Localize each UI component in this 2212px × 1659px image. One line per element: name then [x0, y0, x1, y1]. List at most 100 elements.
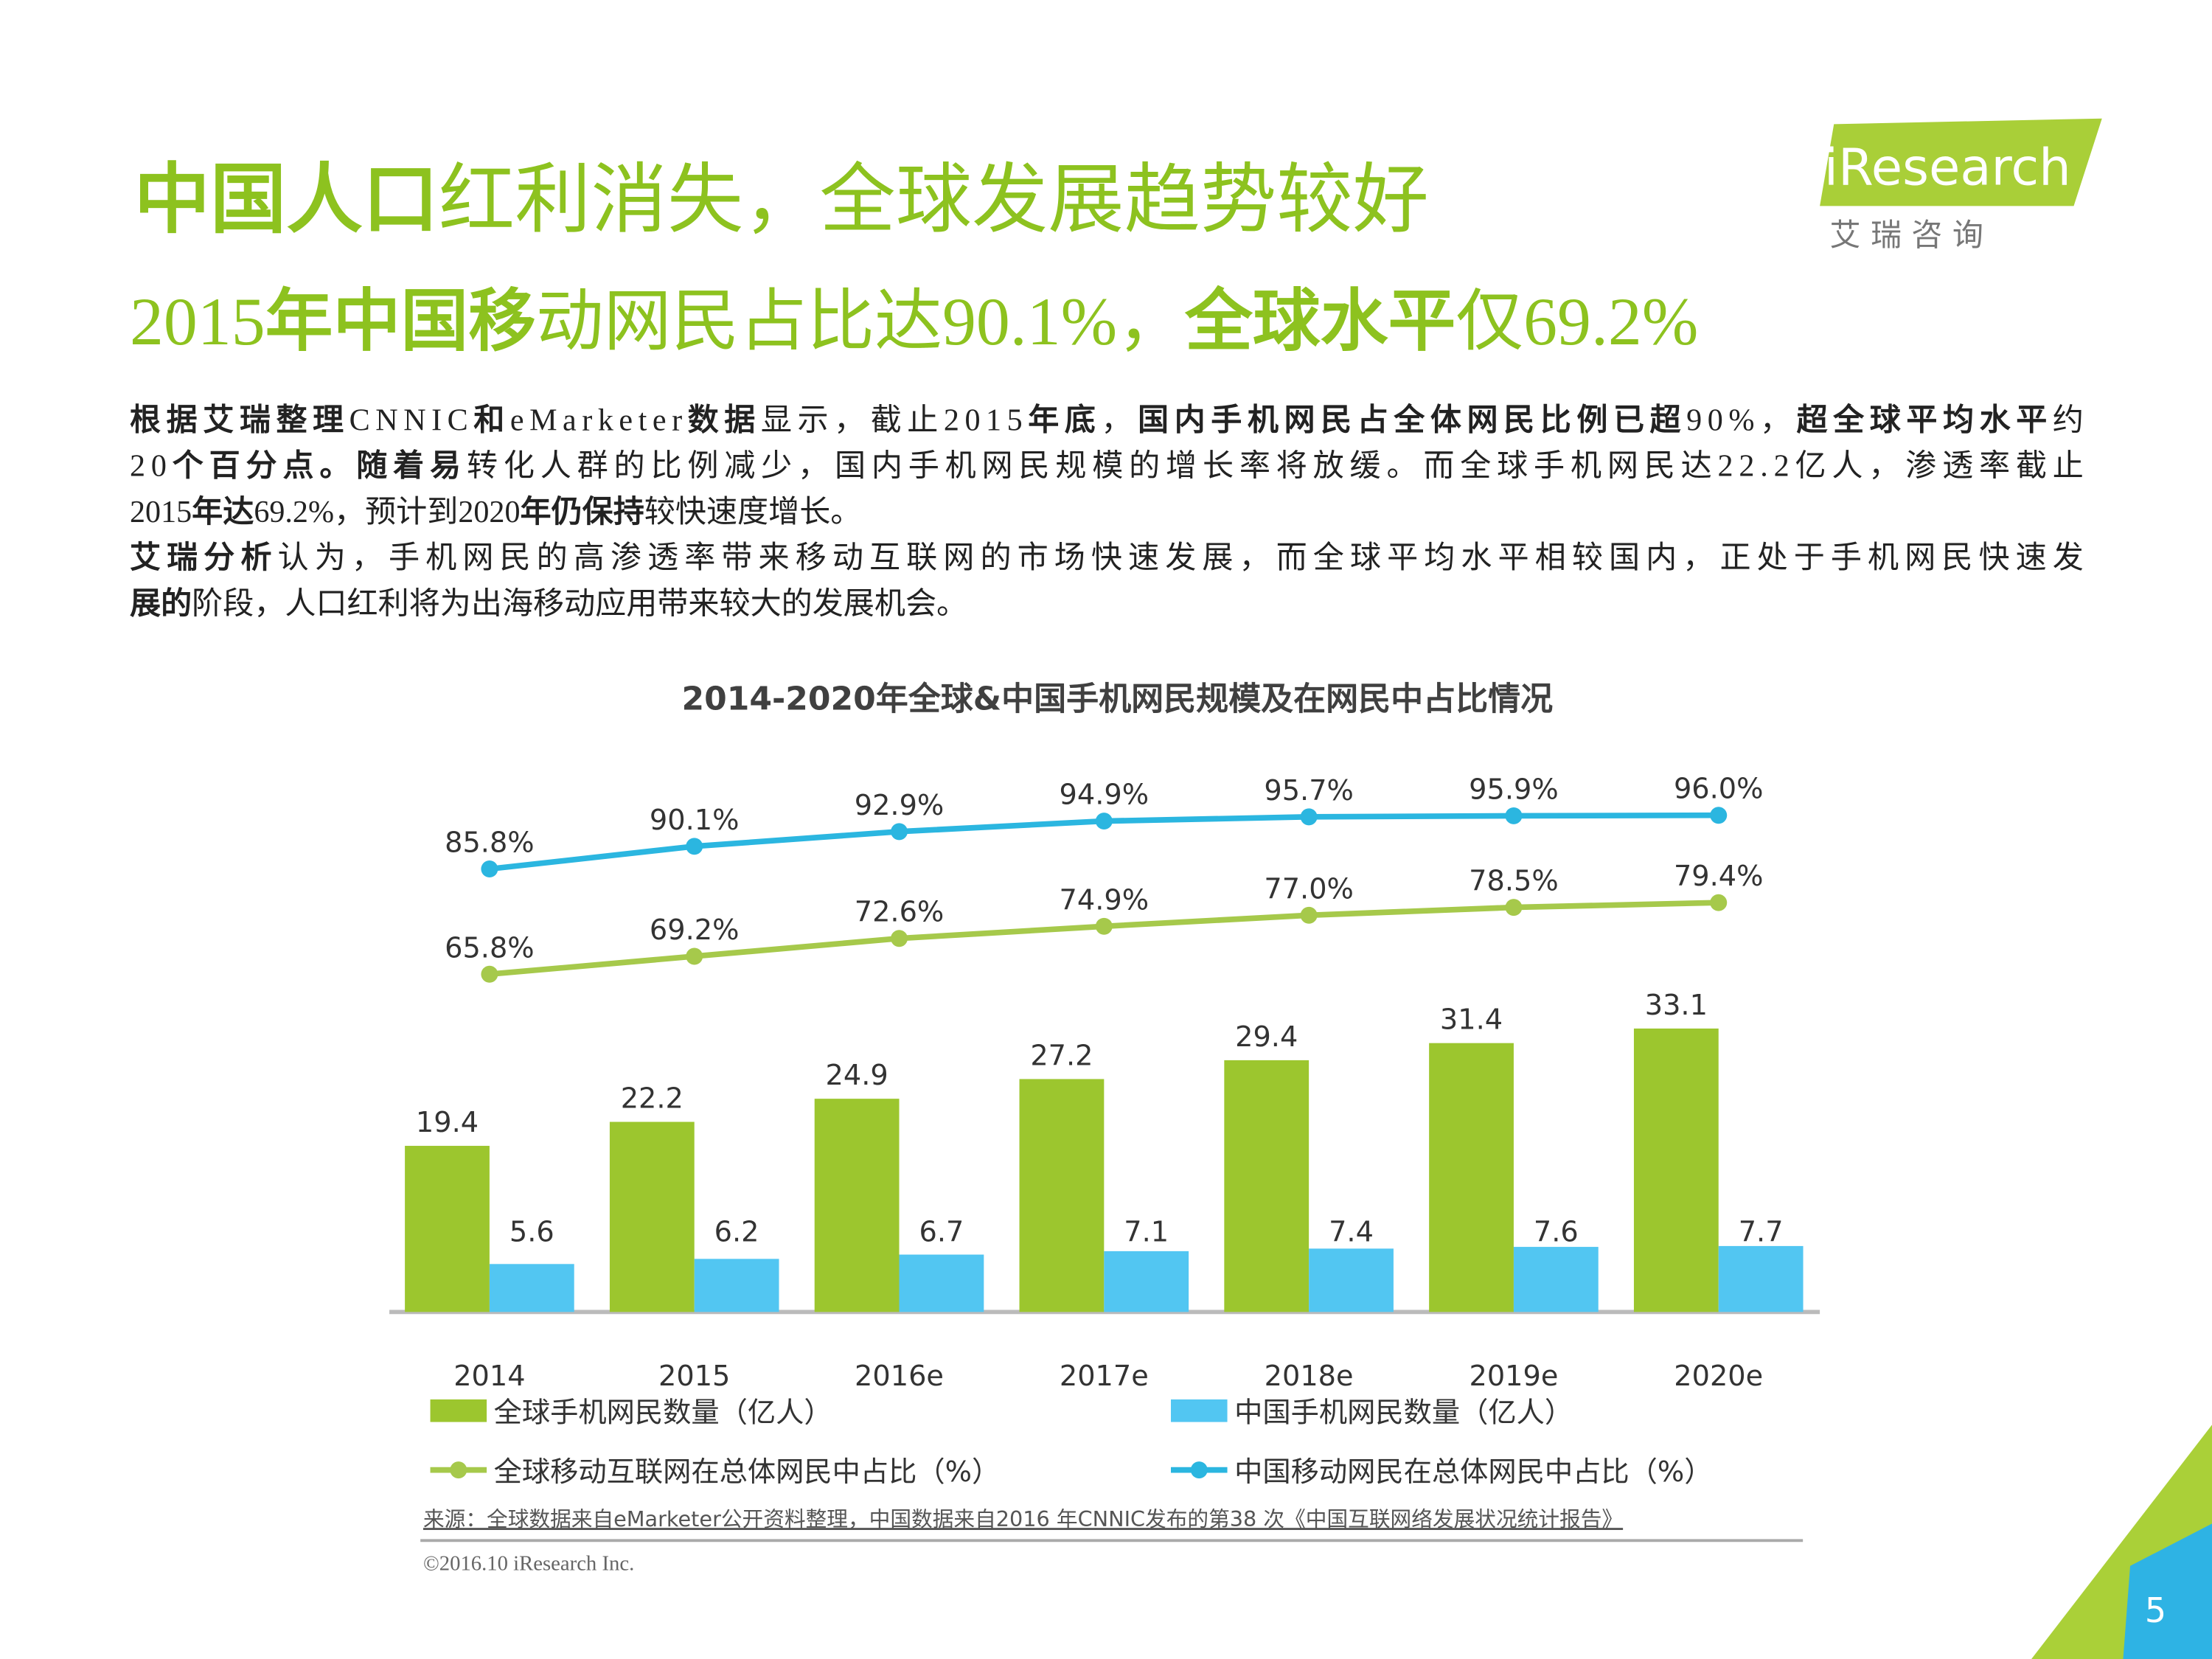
x-tick-label: 2019e: [1469, 1360, 1558, 1393]
data-label: 90.1%: [650, 804, 740, 837]
bar: [1309, 1248, 1394, 1312]
text-run: 2015: [130, 284, 265, 359]
data-label: 85.8%: [445, 827, 535, 860]
legend-label: 中国手机网民数量（亿人）: [1234, 1397, 1573, 1430]
data-label: 7.7: [1739, 1216, 1784, 1249]
legend-label: 中国移动网民在总体网民中占比（%）: [1234, 1455, 1712, 1489]
data-label: 29.4: [1235, 1020, 1298, 1054]
text-run: 阶段，人口红利将为出海移动应用带来较大的发展机会。: [192, 586, 967, 621]
data-label: 6.2: [714, 1216, 759, 1249]
data-label: 33.1: [1645, 989, 1708, 1022]
text-run: 年中国移: [265, 284, 536, 359]
data-label: 95.9%: [1469, 773, 1559, 806]
data-label: 92.9%: [855, 789, 945, 822]
data-label: 6.7: [919, 1216, 964, 1249]
page-number: 5: [2145, 1590, 2166, 1630]
x-tick-label: 2016e: [855, 1360, 944, 1393]
data-label: 95.7%: [1264, 774, 1354, 807]
data-label: 7.4: [1329, 1216, 1374, 1249]
data-label: 7.1: [1124, 1216, 1169, 1249]
line-point: [1300, 906, 1318, 924]
line-point: [1505, 899, 1523, 917]
text-run: ，: [1101, 403, 1132, 438]
text-run: 年达: [192, 495, 254, 529]
data-label: 69.2%: [650, 914, 740, 947]
bar: [1513, 1247, 1599, 1312]
bar: [694, 1259, 779, 1312]
data-label: 24.9: [826, 1059, 888, 1092]
bar: [489, 1264, 574, 1312]
data-label: 79.4%: [1674, 860, 1764, 893]
line-point: [1505, 807, 1523, 824]
data-label: 77.0%: [1264, 872, 1354, 905]
line-point: [481, 965, 498, 983]
bar: [609, 1121, 695, 1312]
data-label: 19.4: [416, 1106, 479, 1139]
logo-badge: [1820, 118, 2102, 206]
text-run: 较快速度增长。: [644, 495, 862, 529]
line-point: [686, 947, 703, 965]
x-tick-label: 2020e: [1674, 1360, 1763, 1393]
body-line: 展的阶段，人口红利将为出海移动应用带来较大的发展机会。: [130, 586, 967, 621]
text-run: 红利消失，全球发展趋势较好: [439, 156, 1429, 244]
text-run: 年仍保持: [521, 495, 644, 529]
line-point: [1095, 917, 1113, 935]
data-label: 78.5%: [1469, 865, 1559, 898]
data-label: 7.6: [1534, 1216, 1579, 1249]
legend-label: 全球移动互联网在总体网民中占比（%）: [494, 1455, 1001, 1489]
data-label: 27.2: [1030, 1039, 1093, 1072]
line-point: [1095, 813, 1113, 830]
line-point: [481, 860, 498, 877]
text-run: 和: [473, 403, 504, 438]
line-point: [891, 823, 908, 841]
legend-dot: [1190, 1461, 1208, 1479]
copyright: ©2016.10 iResearch Inc.: [423, 1551, 634, 1575]
x-tick-label: 2018e: [1265, 1360, 1354, 1393]
body-line: 艾瑞分析 认为，手机网民的高渗透率带来移动互联网的市场快速发展，而全球平均水平相较…: [130, 540, 2084, 575]
bar: [1718, 1245, 1804, 1312]
line-point: [1300, 808, 1318, 826]
line-point: [1710, 894, 1728, 911]
text-run: 认为，手机网民的高渗透率带来移动互联网的市场快速发展，而全球平均水平相较国内，正…: [278, 540, 2084, 575]
title: 中国人口红利消失，全球发展趋势较好: [134, 156, 1429, 244]
text-run: 中国人口: [134, 156, 439, 244]
data-label: 94.9%: [1060, 779, 1150, 812]
bar: [899, 1254, 984, 1312]
bar: [814, 1099, 900, 1312]
text-run: 超全球平均水平: [1797, 403, 2048, 438]
text-run: 动网民占比达90.1%，: [536, 284, 1185, 359]
body-line: 2015年达69.2%，预计到2020年仍保持较快速度增长。: [130, 495, 861, 529]
legend-label: 全球手机网民数量（亿人）: [494, 1397, 832, 1430]
data-label: 65.8%: [445, 931, 535, 964]
text-run: 仅69.2%: [1455, 284, 1698, 359]
text-run: 2015: [130, 495, 192, 529]
bar: [1224, 1060, 1310, 1312]
legend-swatch: [1171, 1399, 1228, 1422]
data-label: 74.9%: [1060, 883, 1150, 917]
legend-swatch: [430, 1399, 487, 1422]
bar: [405, 1146, 490, 1312]
legend-dot: [450, 1461, 467, 1479]
line-point: [1710, 807, 1728, 824]
text-run: CNNIC: [349, 403, 468, 438]
bar: [1633, 1028, 1719, 1312]
bar: [1104, 1251, 1189, 1312]
x-tick-label: 2015: [658, 1360, 730, 1393]
data-label: 96.0%: [1674, 773, 1764, 806]
subtitle: 2015年中国移动网民占比达90.1%，全球水平仅69.2%: [130, 284, 1698, 359]
data-label: 31.4: [1440, 1004, 1503, 1037]
body-line: 根据艾瑞整理 CNNIC 和 eMarketer 数据 显示，截止2015 年底，国内手机网…: [130, 403, 2084, 438]
text-run: 显示，截止2015: [761, 403, 1023, 438]
x-tick-label: 2014: [453, 1360, 525, 1393]
text-run: 69.2%，预计到2020: [254, 495, 520, 529]
bar: [1019, 1079, 1105, 1312]
data-label: 72.6%: [855, 896, 945, 929]
chart-title: 2014-2020年全球&中国手机网民规模及在网民中占比情况: [682, 680, 1554, 717]
data-label: 5.6: [509, 1216, 554, 1249]
data-label: 22.2: [621, 1082, 684, 1115]
line-point: [686, 838, 703, 855]
bar: [1429, 1043, 1514, 1312]
